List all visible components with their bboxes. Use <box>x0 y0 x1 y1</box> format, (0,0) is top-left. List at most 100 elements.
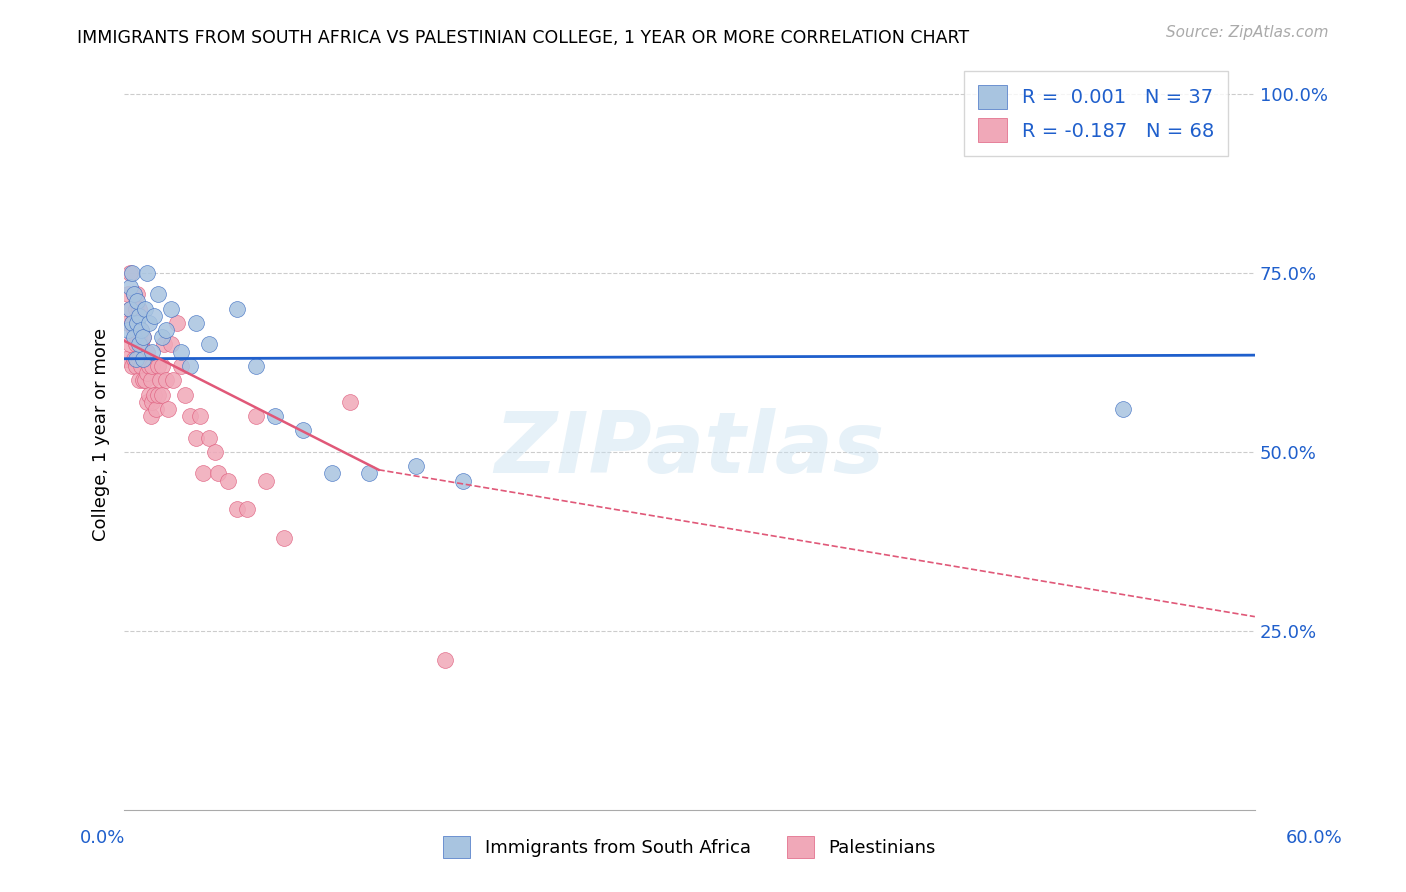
Point <box>127 316 149 330</box>
Point <box>184 316 207 330</box>
Point <box>118 301 141 316</box>
Point <box>128 309 150 323</box>
Point <box>146 359 169 373</box>
Point <box>124 301 146 316</box>
Text: IMMIGRANTS FROM SOUTH AFRICA VS PALESTINIAN COLLEGE, 1 YEAR OR MORE CORRELATION : IMMIGRANTS FROM SOUTH AFRICA VS PALESTIN… <box>77 29 970 46</box>
Point <box>162 373 184 387</box>
Point <box>273 531 295 545</box>
Text: 0.0%: 0.0% <box>80 829 125 847</box>
Point <box>127 294 149 309</box>
Point <box>143 387 166 401</box>
Point <box>198 431 221 445</box>
Point <box>173 387 195 401</box>
Point <box>145 401 167 416</box>
Point <box>141 359 163 373</box>
Point <box>179 359 201 373</box>
Point <box>121 316 143 330</box>
Text: Source: ZipAtlas.com: Source: ZipAtlas.com <box>1166 25 1329 40</box>
Point <box>150 330 173 344</box>
Point <box>132 373 155 387</box>
Point <box>141 394 163 409</box>
Point <box>115 351 138 366</box>
Point <box>117 316 139 330</box>
Y-axis label: College, 1 year or more: College, 1 year or more <box>93 327 110 541</box>
Point <box>152 337 174 351</box>
Point <box>339 394 361 409</box>
Point <box>128 301 150 316</box>
Point <box>156 401 179 416</box>
Point <box>122 287 145 301</box>
Point <box>155 373 177 387</box>
Point <box>138 316 160 330</box>
Point <box>235 502 257 516</box>
Point <box>132 351 155 366</box>
Point <box>207 467 229 481</box>
Point <box>118 337 141 351</box>
Point <box>129 359 152 373</box>
Point <box>135 366 157 380</box>
Point <box>124 359 146 373</box>
Point <box>121 359 143 373</box>
Point <box>160 301 183 316</box>
Point <box>146 387 169 401</box>
Point <box>132 351 155 366</box>
Point <box>179 409 201 423</box>
Point <box>128 373 150 387</box>
Point <box>188 409 211 423</box>
Point <box>134 373 156 387</box>
Point <box>138 359 160 373</box>
Point <box>129 323 152 337</box>
Point <box>132 330 155 344</box>
Point <box>321 467 343 481</box>
Point <box>118 301 141 316</box>
Point <box>453 474 475 488</box>
Text: ZIPatlas: ZIPatlas <box>495 408 884 491</box>
Point <box>141 344 163 359</box>
Point <box>135 266 157 280</box>
Point <box>1112 401 1135 416</box>
Point <box>128 351 150 366</box>
Point <box>129 337 152 351</box>
Point <box>135 394 157 409</box>
Point <box>127 330 149 344</box>
Point <box>118 280 141 294</box>
Point <box>160 337 183 351</box>
Point <box>122 330 145 344</box>
Point <box>264 409 287 423</box>
Point <box>193 467 215 481</box>
Point <box>138 387 160 401</box>
Point <box>134 351 156 366</box>
Point <box>128 337 150 351</box>
Point <box>226 301 249 316</box>
Point <box>245 409 267 423</box>
Point <box>405 459 427 474</box>
Point <box>143 309 166 323</box>
Point <box>254 474 277 488</box>
Legend: R =  0.001   N = 37, R = -0.187   N = 68: R = 0.001 N = 37, R = -0.187 N = 68 <box>965 71 1229 156</box>
Point <box>226 502 249 516</box>
Point <box>128 330 150 344</box>
Point <box>135 344 157 359</box>
Point <box>170 344 193 359</box>
Point <box>149 373 172 387</box>
Point <box>198 337 221 351</box>
Point <box>433 653 456 667</box>
Point <box>118 266 141 280</box>
Point <box>129 323 152 337</box>
Point <box>121 316 143 330</box>
Point <box>132 330 155 344</box>
Point <box>146 287 169 301</box>
Point <box>217 474 239 488</box>
Point <box>121 266 143 280</box>
Point <box>122 323 145 337</box>
Point <box>117 323 139 337</box>
Point <box>139 409 162 423</box>
Point <box>170 359 193 373</box>
Point <box>134 301 156 316</box>
Point <box>245 359 267 373</box>
Point <box>166 316 188 330</box>
Point <box>292 423 315 437</box>
Point <box>359 467 381 481</box>
Point <box>150 387 173 401</box>
Point <box>127 287 149 301</box>
